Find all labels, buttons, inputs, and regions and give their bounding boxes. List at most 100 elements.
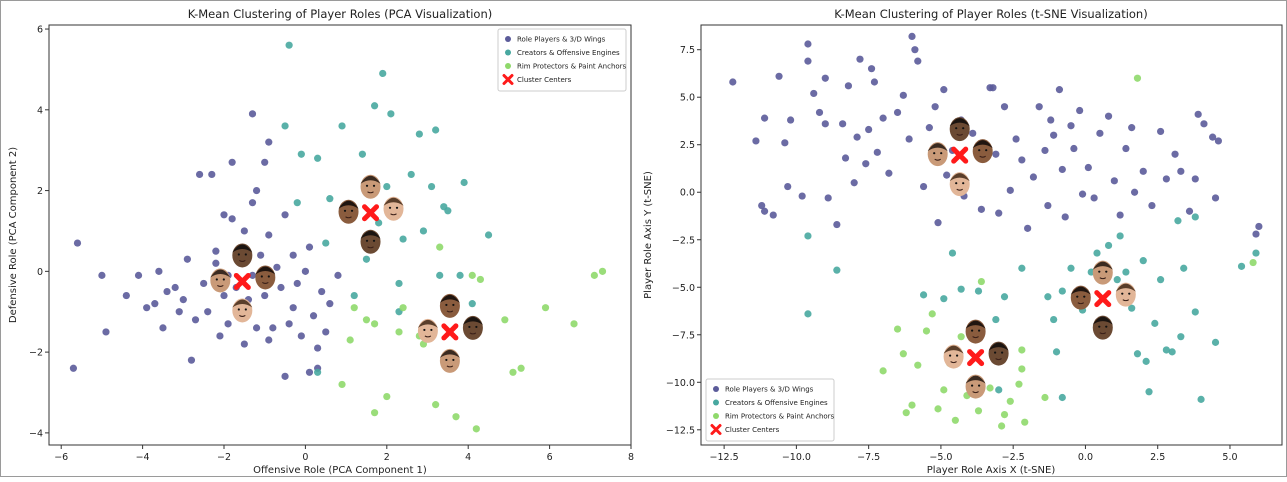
pca-point-series-1	[240, 227, 248, 235]
tsne-point-series-2	[1177, 333, 1185, 341]
tsne-point-series-1	[1209, 133, 1217, 141]
tsne-point-series-2	[919, 291, 928, 299]
pca-point-series-1	[257, 251, 265, 259]
pca-point-series-1	[208, 170, 216, 179]
player-face-icon	[965, 374, 986, 399]
tsne-point-series-1	[821, 74, 829, 82]
tsne-point-series-1	[893, 108, 902, 117]
tsne-point-series-1	[995, 209, 1003, 217]
tsne-x-tick-label: 0.0	[1078, 452, 1093, 463]
pca-legend-center-swatch	[502, 74, 514, 85]
tsne-legend-label: Rim Protectors & Paint Anchors	[725, 413, 835, 421]
tsne-point-series-2	[1067, 264, 1075, 272]
pca-point-series-1	[309, 312, 318, 320]
pca-legend-swatch	[505, 63, 511, 69]
player-face-icon	[927, 142, 948, 167]
pca-point-series-3	[598, 267, 607, 275]
tsne-x-tick-label: 2.5	[1150, 452, 1165, 463]
pca-chart-title: K-Mean Clustering of Player Roles (PCA V…	[188, 7, 492, 21]
pca-point-series-2	[314, 154, 322, 162]
pca-point-series-1	[73, 239, 82, 247]
pca-point-series-1	[277, 283, 285, 292]
pca-point-series-2	[383, 182, 391, 191]
pca-x-tick-label: 2	[384, 452, 390, 463]
tsne-point-series-1	[925, 124, 933, 132]
pca-point-series-1	[228, 215, 236, 223]
tsne-point-series-1	[870, 78, 879, 86]
pca-point-series-1	[151, 300, 159, 308]
pca-points-group	[69, 41, 607, 433]
tsne-point-series-1	[1035, 103, 1043, 111]
tsne-cluster-group	[1070, 260, 1136, 340]
player-face-icon	[988, 341, 1009, 366]
tsne-point-series-1	[798, 192, 806, 200]
player-face-icon	[383, 196, 404, 221]
tsne-point-series-1	[986, 84, 994, 92]
player-face-icon	[439, 293, 460, 318]
tsne-point-series-1	[1096, 129, 1104, 137]
tsne-point-series-2	[948, 249, 957, 257]
tsne-point-series-1	[815, 108, 824, 117]
tsne-point-series-3	[908, 401, 916, 409]
pca-point-series-3	[370, 320, 379, 328]
tsne-point-series-1	[1171, 150, 1179, 158]
tsne-point-series-2	[1142, 357, 1150, 365]
pca-point-series-1	[195, 170, 204, 179]
tsne-y-tick-label: −7.5	[672, 330, 695, 341]
pca-point-series-1	[204, 308, 212, 316]
tsne-legend-box	[705, 378, 835, 442]
player-face-icon	[210, 268, 231, 293]
tsne-point-series-3	[1018, 346, 1026, 354]
pca-point-series-1	[191, 316, 200, 324]
tsne-point-series-1	[879, 114, 887, 122]
tsne-point-series-1	[1050, 131, 1058, 139]
pca-cluster-group	[210, 243, 276, 323]
pca-legend-label: Creators & Offensive Engines	[517, 49, 620, 57]
pca-point-series-2	[460, 178, 468, 187]
tsne-point-series-1	[841, 154, 850, 162]
tsne-point-series-1	[760, 114, 769, 122]
pca-point-series-2	[314, 368, 322, 376]
pca-cluster-center-marker	[233, 272, 251, 290]
pca-point-series-2	[358, 150, 366, 158]
tsne-point-series-1	[844, 82, 853, 90]
tsne-point-series-3	[940, 386, 948, 394]
pca-point-series-1	[69, 364, 78, 372]
tsne-point-series-1	[919, 182, 928, 191]
tsne-point-series-1	[862, 160, 870, 168]
pca-x-axis-label: Offensive Role (PCA Component 1)	[253, 465, 427, 476]
tsne-point-series-1	[1110, 177, 1118, 185]
player-face-icon	[1092, 315, 1113, 340]
pca-x-tick-label: 0	[302, 452, 308, 463]
tsne-point-series-2	[1116, 232, 1124, 240]
tsne-point-series-1	[1104, 112, 1113, 120]
tsne-y-tick-label: 2.5	[680, 140, 695, 151]
pca-legend-label: Cluster Centers	[517, 76, 572, 84]
pca-point-series-3	[452, 413, 460, 421]
player-face-icon	[232, 298, 253, 323]
tsne-point-series-1	[1070, 144, 1078, 153]
pca-point-series-3	[570, 320, 578, 328]
tsne-point-series-3	[1021, 418, 1029, 426]
tsne-point-series-1	[1122, 144, 1130, 153]
pca-point-series-2	[484, 231, 493, 239]
player-face-icon	[972, 139, 993, 164]
pca-point-series-1	[159, 324, 167, 332]
tsne-point-series-2	[1211, 338, 1220, 346]
tsne-point-series-1	[940, 86, 948, 94]
pca-point-series-1	[175, 308, 183, 316]
tsne-point-series-2	[1058, 287, 1066, 295]
tsne-point-series-2	[1151, 319, 1159, 327]
tsne-point-series-1	[787, 116, 795, 124]
tsne-x-tick-label: −10.0	[782, 452, 811, 463]
tsne-point-series-2	[995, 386, 1003, 394]
pca-y-tick-label: 4	[37, 105, 43, 116]
pca-point-series-3	[350, 304, 358, 312]
pca-point-series-1	[224, 320, 232, 328]
tsne-point-series-3	[977, 277, 985, 286]
tsne-point-series-2	[1237, 262, 1246, 270]
tsne-point-series-3	[879, 367, 887, 375]
tsne-point-series-1	[760, 207, 769, 215]
pca-point-series-3	[362, 316, 371, 324]
pca-point-series-1	[281, 372, 289, 380]
